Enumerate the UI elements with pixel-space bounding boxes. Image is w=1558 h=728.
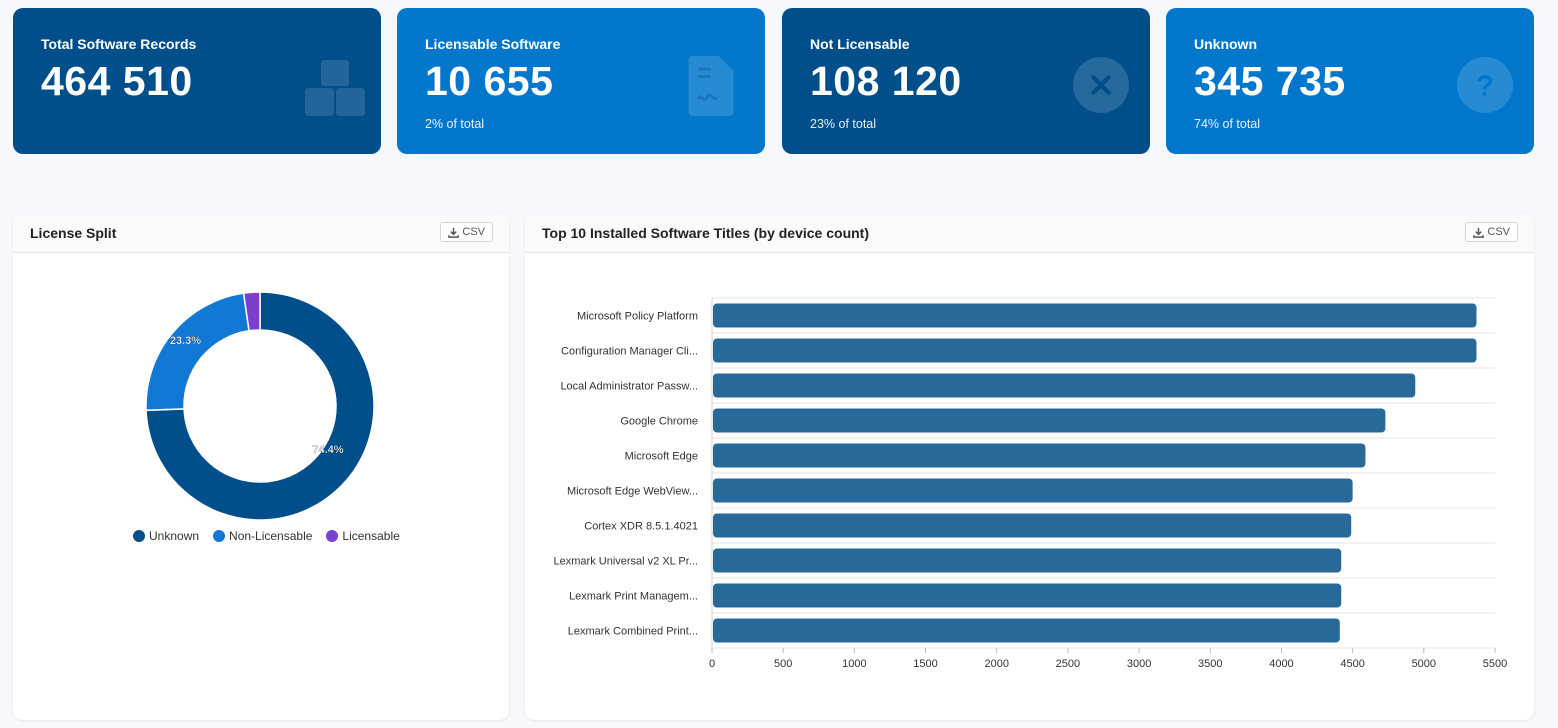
bar[interactable] (713, 338, 1477, 363)
y-tick-label: Microsoft Policy Platform (577, 311, 698, 323)
bar[interactable] (713, 303, 1477, 328)
x-tick-label: 4500 (1340, 658, 1364, 670)
legend-swatch (326, 530, 339, 542)
x-tick-label: 1500 (913, 658, 937, 670)
donut-slice-unknown[interactable] (145, 291, 375, 521)
top10-software-panel: Top 10 Installed Software Titles (by dev… (525, 213, 1534, 720)
panel-title: Top 10 Installed Software Titles (by dev… (542, 225, 869, 241)
x-tick-label: 1000 (842, 658, 866, 670)
bar[interactable] (713, 373, 1416, 398)
x-tick-label: 2000 (984, 658, 1008, 670)
x-tick-label: 500 (774, 658, 792, 670)
kpi-card: Total Software Records 464 510 (13, 8, 381, 154)
y-tick-label: Microsoft Edge (625, 451, 698, 463)
kpi-title: Not Licensable (810, 36, 910, 52)
y-tick-label: Cortex XDR 8.5.1.4021 (584, 521, 698, 533)
download-icon (1473, 227, 1485, 238)
kpi-card: Unknown 345 735 74% of total? (1166, 8, 1534, 154)
x-tick-label: 4000 (1269, 658, 1293, 670)
csv-download-button[interactable]: CSV (440, 222, 493, 242)
csv-label: CSV (462, 226, 485, 238)
kpi-subtitle: 74% of total (1194, 117, 1261, 131)
x-tick-label: 0 (709, 658, 715, 670)
bar[interactable] (713, 408, 1386, 433)
svg-text:?: ? (1476, 71, 1494, 103)
panel-header: License Split CSV (13, 213, 509, 253)
kpi-title: Total Software Records (41, 36, 197, 52)
kpi-title: Licensable Software (425, 36, 561, 52)
question-circle-icon: ? (1456, 56, 1516, 116)
y-tick-label: Lexmark Combined Print... (568, 626, 698, 638)
donut-data-label: 74.4% (312, 444, 343, 456)
top10-bar-chart: Microsoft Policy Platform Configuration M… (554, 297, 1507, 670)
download-icon (448, 227, 460, 238)
x-tick-label: 5000 (1412, 658, 1436, 670)
x-tick-label: 2500 (1056, 658, 1080, 670)
bar[interactable] (713, 513, 1352, 538)
legend-swatch (133, 530, 145, 542)
csv-download-button[interactable]: CSV (1465, 222, 1518, 242)
legend-label: Unknown (149, 529, 200, 543)
chart-legend: Unknown Non-Licensable Licensable (133, 529, 400, 543)
kpi-value: 108 120 (810, 58, 962, 104)
x-tick-label: 3000 (1127, 658, 1151, 670)
bar[interactable] (713, 443, 1366, 468)
y-tick-label: Configuration Manager Cli... (561, 346, 698, 358)
bar[interactable] (713, 583, 1342, 608)
y-tick-label: Lexmark Print Managem... (569, 591, 698, 603)
y-tick-label: Local Administrator Passw... (560, 381, 698, 393)
panel-title: License Split (30, 225, 117, 241)
bar[interactable] (713, 618, 1340, 643)
kpi-value: 464 510 (41, 58, 193, 104)
license-donut-chart: 74.4% 23.3% (145, 291, 375, 521)
donut-slice-non-licensable[interactable] (145, 292, 250, 412)
license-split-panel: License Split CSV 74.4% 23.3% Unknown Non-… (13, 213, 509, 720)
kpi-subtitle: 2% of total (425, 117, 485, 131)
x-tick-label: 5500 (1483, 658, 1507, 670)
x-tick-label: 3500 (1198, 658, 1222, 670)
legend-item[interactable]: Licensable (326, 529, 400, 543)
kpi-value: 345 735 (1194, 58, 1346, 104)
boxes-icon (303, 56, 365, 116)
y-tick-label: Microsoft Edge WebView... (567, 486, 698, 498)
kpi-card: Licensable Software 10 655 2% of total (397, 8, 765, 154)
legend-label: Non-Licensable (229, 529, 313, 543)
kpi-title: Unknown (1194, 36, 1257, 52)
legend-label: Licensable (342, 529, 400, 543)
donut-slice-licensable[interactable] (242, 291, 261, 332)
kpi-value: 10 655 (425, 58, 554, 104)
kpi-card: Not Licensable 108 120 23% of total (782, 8, 1150, 154)
bar[interactable] (713, 478, 1353, 503)
bar[interactable] (713, 548, 1342, 573)
legend-item[interactable]: Non-Licensable (213, 529, 312, 543)
document-signature-icon (687, 56, 747, 116)
legend-item[interactable]: Unknown (133, 529, 199, 543)
csv-label: CSV (1487, 226, 1510, 238)
panel-header: Top 10 Installed Software Titles (by dev… (525, 213, 1534, 253)
kpi-subtitle: 23% of total (810, 117, 877, 131)
legend-swatch (213, 530, 226, 542)
donut-data-label: 23.3% (170, 335, 201, 347)
y-tick-label: Lexmark Universal v2 XL Pr... (554, 556, 698, 568)
x-circle-icon (1072, 56, 1132, 116)
y-tick-label: Google Chrome (620, 416, 698, 428)
